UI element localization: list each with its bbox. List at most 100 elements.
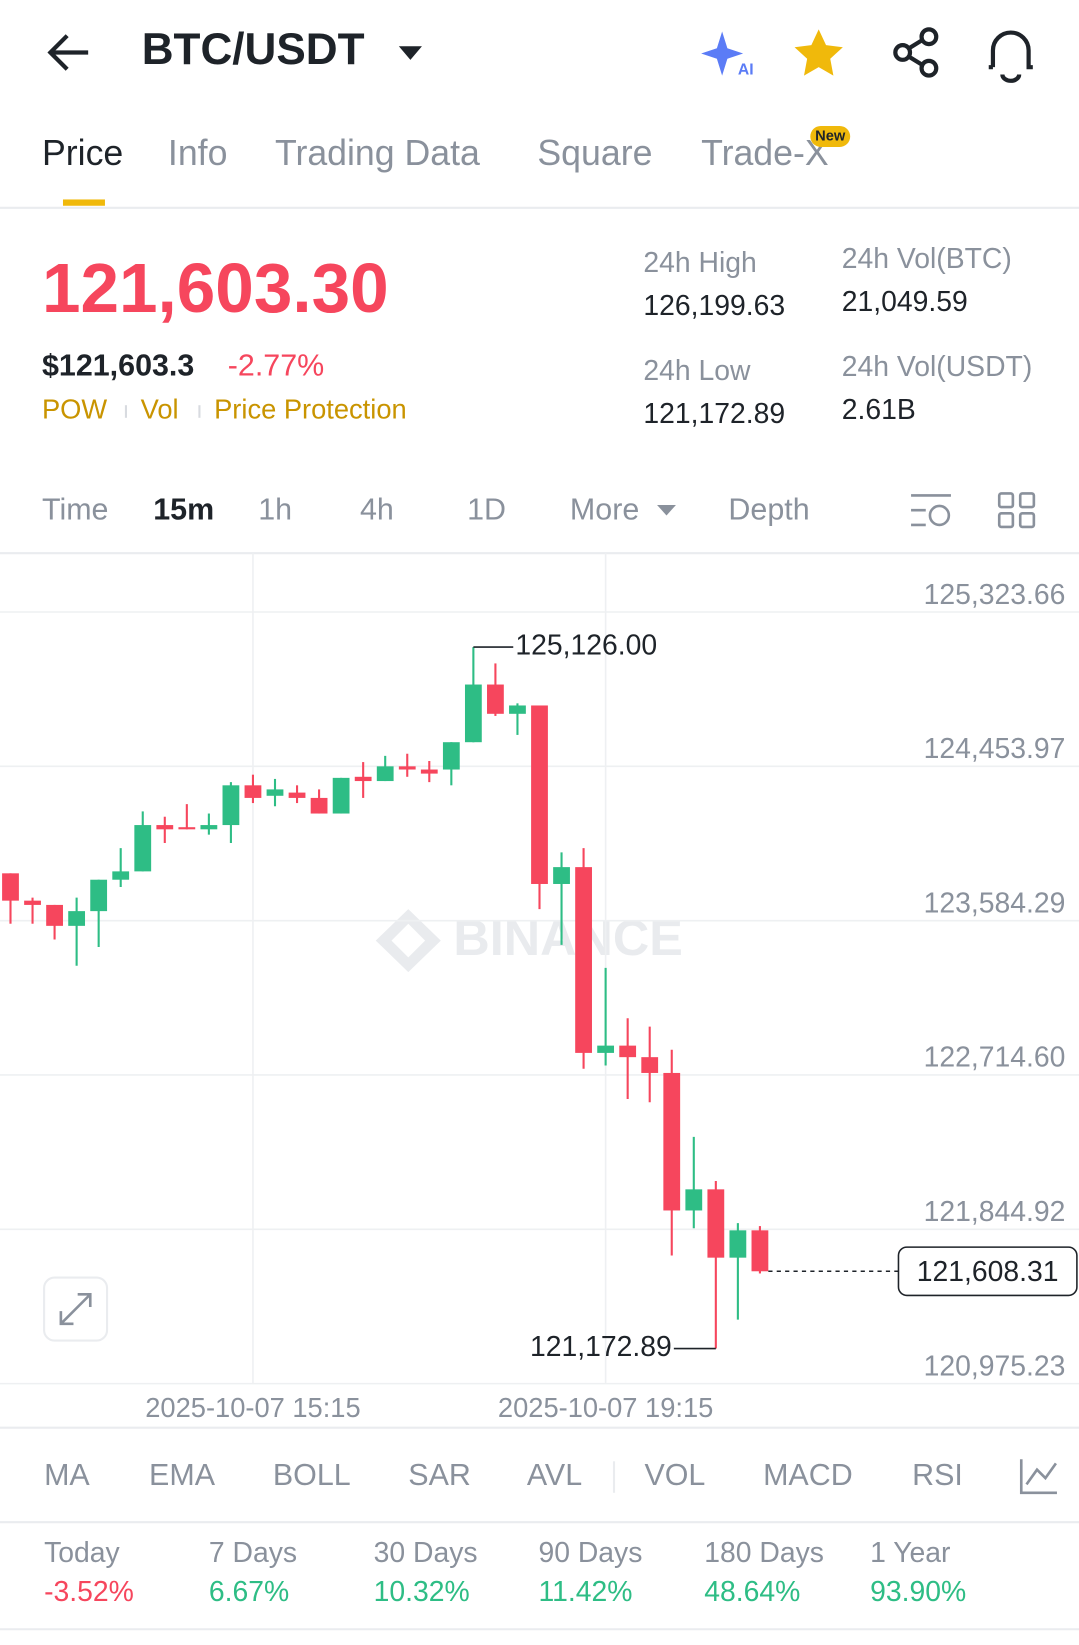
candle-body xyxy=(729,1230,747,1258)
candle-body xyxy=(685,1189,703,1211)
last-price: 121,603.30 xyxy=(42,249,389,327)
indicator[interactable]: AVL xyxy=(527,1458,582,1492)
candle-body xyxy=(464,684,482,743)
candle-body xyxy=(288,792,306,798)
tab[interactable]: Price xyxy=(42,133,123,173)
tab[interactable]: Trading Data xyxy=(275,133,480,173)
tab[interactable]: Square xyxy=(537,133,652,173)
price-change: -2.77% xyxy=(228,348,324,382)
y-tick-label: 122,714.60 xyxy=(924,1042,1066,1074)
y-tick-label: 121,844.92 xyxy=(924,1196,1066,1228)
favorite[interactable] xyxy=(794,29,843,76)
indicator[interactable]: SAR xyxy=(408,1458,471,1492)
candle-body xyxy=(222,785,240,826)
fullscreen-button[interactable] xyxy=(43,1276,109,1342)
stat-label: 24h Vol(USDT) xyxy=(842,351,1032,383)
interval[interactable]: 1h xyxy=(258,492,292,526)
tab[interactable]: Info xyxy=(168,133,227,173)
candle-body xyxy=(24,900,41,905)
candle-body xyxy=(420,769,438,774)
stat-label: 24h Vol(BTC) xyxy=(842,243,1012,275)
tag[interactable]: Vol xyxy=(141,394,179,425)
period-change: 48.64% xyxy=(704,1576,800,1608)
candle-body xyxy=(2,873,19,901)
candle-body xyxy=(531,705,548,884)
interval[interactable]: 4h xyxy=(360,492,394,526)
candle-body xyxy=(178,827,196,830)
period-label: Today xyxy=(44,1537,120,1569)
last-price-label: 121,608.31 xyxy=(917,1256,1059,1288)
period-change: 10.32% xyxy=(374,1576,470,1608)
watermark-logo xyxy=(375,909,441,973)
candle-body xyxy=(332,777,350,814)
ai-button[interactable]: AI xyxy=(701,31,754,78)
period-change: -3.52% xyxy=(44,1576,134,1608)
back-button[interactable] xyxy=(47,34,89,71)
candle-body xyxy=(156,825,174,830)
candle-body xyxy=(244,785,262,798)
pair[interactable]: BTC/USDT xyxy=(142,25,365,74)
indicator-settings[interactable] xyxy=(1019,1459,1057,1495)
period-label: 7 Days xyxy=(209,1537,297,1569)
interval[interactable]: More xyxy=(570,492,639,526)
tag[interactable]: Price Protection xyxy=(214,394,407,425)
indicator[interactable]: MA xyxy=(44,1458,90,1492)
share[interactable] xyxy=(893,27,939,78)
candle-body xyxy=(46,904,63,926)
x-tick-label: 2025-10-07 15:15 xyxy=(145,1392,360,1423)
candle-body xyxy=(112,871,130,880)
candle-body xyxy=(641,1057,659,1073)
candle-body xyxy=(619,1045,637,1058)
more-dropdown[interactable] xyxy=(657,504,676,516)
tab-indicator xyxy=(62,199,105,206)
indicator[interactable]: MACD xyxy=(763,1458,853,1492)
candle-body xyxy=(310,797,328,814)
period-label: 30 Days xyxy=(374,1537,478,1569)
notifications[interactable] xyxy=(988,30,1033,83)
x-tick-label: 2025-10-07 19:15 xyxy=(498,1392,713,1423)
low-label: 121,172.89 xyxy=(530,1331,672,1363)
new-badge-text: New xyxy=(815,128,846,144)
candle-body xyxy=(487,684,504,714)
y-tick-label: 124,453.97 xyxy=(924,733,1066,765)
interval[interactable]: 15m xyxy=(153,492,214,526)
candle-body xyxy=(442,742,460,770)
period-change: 93.90% xyxy=(870,1576,966,1608)
pair-dropdown[interactable] xyxy=(398,46,422,60)
period-label: 180 Days xyxy=(704,1537,824,1569)
high-label: 125,126.00 xyxy=(515,630,657,662)
y-tick-label: 120,975.23 xyxy=(924,1350,1066,1382)
candle-body xyxy=(134,825,152,872)
last-price-box xyxy=(897,1246,1078,1297)
candle-body xyxy=(398,766,416,770)
interval[interactable]: Depth xyxy=(728,492,809,526)
period-change: 6.67% xyxy=(209,1576,289,1608)
period-label: 90 Days xyxy=(538,1537,642,1569)
layout-toggle[interactable] xyxy=(997,492,1036,529)
indicator[interactable]: EMA xyxy=(149,1458,216,1492)
candle-body xyxy=(68,911,86,926)
tag[interactable]: POW xyxy=(42,394,107,425)
interval[interactable]: 1D xyxy=(467,492,506,526)
usd-price: $121,603.3 xyxy=(42,348,194,382)
period-label: 1 Year xyxy=(870,1537,950,1569)
y-tick-label: 125,323.66 xyxy=(924,579,1066,611)
candle-body xyxy=(663,1072,681,1211)
stat-label: 24h High xyxy=(643,247,756,279)
tab[interactable]: Trade-X xyxy=(701,133,829,173)
y-tick-label: 123,584.29 xyxy=(924,887,1066,919)
candle-body xyxy=(200,825,218,830)
chart-settings[interactable] xyxy=(911,494,951,527)
stat-value: 121,172.89 xyxy=(643,398,785,430)
indicator[interactable]: RSI xyxy=(912,1458,963,1492)
indicator[interactable]: BOLL xyxy=(273,1458,351,1492)
candle-body xyxy=(376,766,394,782)
indicator[interactable]: VOL xyxy=(644,1458,705,1492)
stat-label: 24h Low xyxy=(643,355,751,387)
candle-body xyxy=(354,776,372,782)
interval[interactable]: Time xyxy=(42,492,109,526)
watermark: BINANCE xyxy=(453,909,682,966)
candle-body xyxy=(266,789,284,796)
